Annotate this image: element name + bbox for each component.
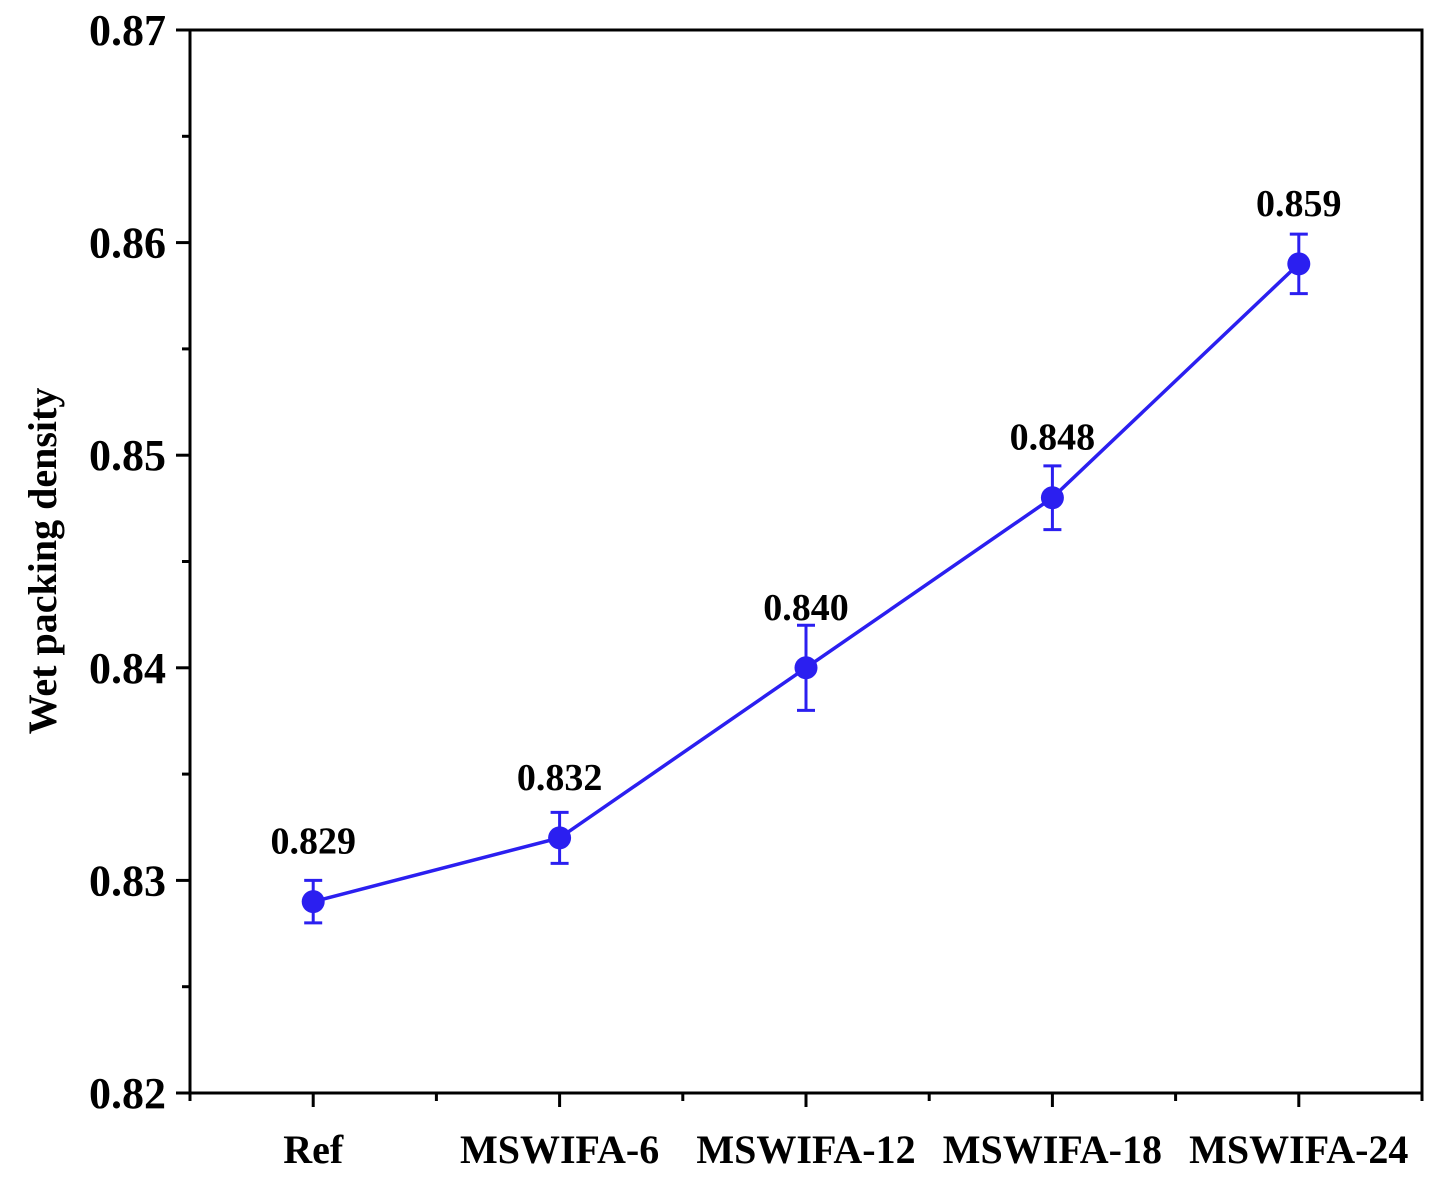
series-line — [312, 262, 1301, 904]
y-axis-title: Wet packing density — [20, 388, 65, 735]
data-point — [794, 656, 818, 680]
y-tick-label: 0.86 — [89, 219, 166, 268]
y-tick-label: 0.87 — [89, 6, 166, 55]
data-point — [1040, 486, 1064, 510]
x-axis: Ref MSWIFA-6 MSWIFA-12 MSWIFA-18 MSWIFA-24 — [188, 1093, 1424, 1172]
y-tick-label: 0.85 — [89, 431, 166, 480]
x-tick-label: MSWIFA-18 — [943, 1127, 1162, 1172]
x-tick-label: MSWIFA-24 — [1189, 1127, 1408, 1172]
y-tick-label: 0.84 — [89, 644, 166, 693]
x-tick-label: MSWIFA-12 — [696, 1127, 915, 1172]
data-label: 0.859 — [1256, 183, 1342, 225]
data-label: 0.832 — [517, 757, 603, 799]
y-tick-label: 0.82 — [89, 1069, 166, 1118]
y-tick-label: 0.83 — [89, 856, 166, 905]
data-point — [1287, 252, 1311, 276]
data-label: 0.829 — [270, 821, 356, 863]
y-axis: 0.82 0.83 0.84 0.85 0.86 0.87 — [89, 6, 190, 1118]
data-point — [548, 826, 572, 850]
series-group: 0.829 0.832 0.840 0.848 0.859 — [270, 183, 1342, 925]
x-tick-label: Ref — [283, 1127, 344, 1172]
data-point — [301, 890, 325, 914]
x-tick-label: MSWIFA-6 — [460, 1127, 659, 1172]
plot-frame — [188, 28, 1424, 1095]
data-label: 0.840 — [763, 587, 849, 629]
data-label: 0.848 — [1010, 417, 1096, 459]
